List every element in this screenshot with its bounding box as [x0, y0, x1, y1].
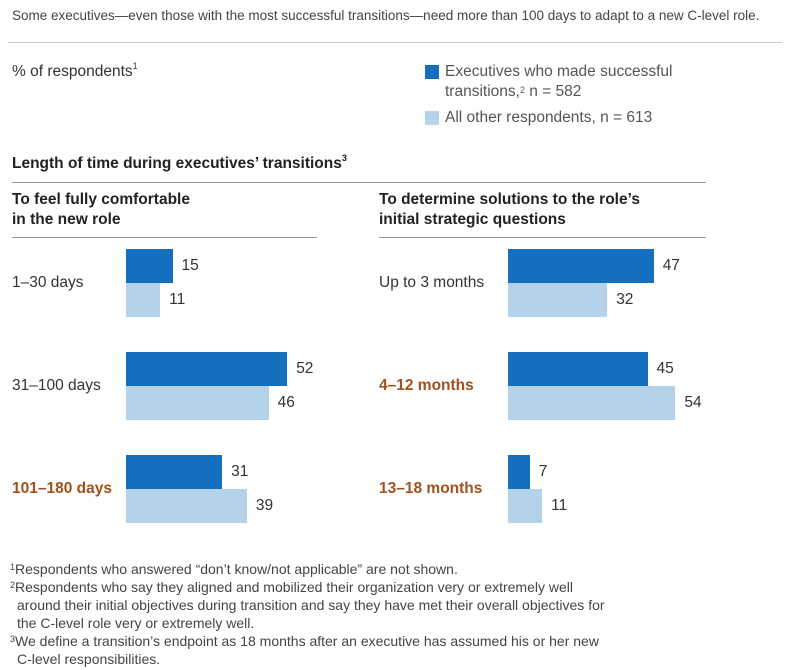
data-label: 31 [231, 463, 249, 480]
bar-successful [126, 455, 223, 489]
divider [12, 182, 706, 183]
caption: Some executives—even those with the most… [12, 8, 760, 23]
bar-others [508, 386, 676, 420]
footnote-number: 2 [10, 580, 16, 590]
panel-title-line: To determine solutions to the role’s [379, 191, 640, 208]
footnote-line: around their initial objectives during t… [17, 597, 605, 613]
legend-label: n = 582 [524, 83, 582, 100]
bar-others [126, 386, 269, 420]
category-label: 13–18 months [379, 480, 483, 497]
bar-others [126, 283, 161, 317]
legend-item-others: All other respondents, n = 613 [445, 109, 653, 126]
bar-others [126, 489, 247, 523]
footnotes: 1Respondents who answered “don’t know/no… [10, 560, 780, 668]
data-label: 54 [684, 394, 702, 411]
footnote-number: 3 [10, 634, 16, 644]
unit-label-text: % of respondents [12, 63, 133, 80]
footnote-line: 3We define a transition’s endpoint as 18… [10, 633, 599, 649]
bar-successful [126, 352, 288, 386]
data-label: 11 [551, 497, 568, 514]
legend-label: Executives who made successful [445, 63, 673, 80]
bar-successful [508, 352, 648, 386]
panel-title-line: initial strategic questions [379, 211, 566, 228]
footnote-line: the C-level role very or extremely well. [17, 615, 255, 631]
data-label: 52 [296, 360, 314, 377]
panel-title-right: To determine solutions to the role’s init… [379, 190, 640, 230]
legend-swatch-successful [425, 65, 439, 79]
legend-label: transitions, [445, 83, 520, 100]
data-label: 47 [662, 257, 680, 274]
category-label: 31–100 days [12, 377, 101, 394]
data-label: 15 [181, 257, 199, 274]
bar-others [508, 283, 608, 317]
data-label: 39 [255, 497, 274, 514]
bar-others [508, 489, 543, 523]
bar-successful [508, 455, 530, 489]
category-label: Up to 3 months [379, 274, 485, 291]
data-label: 46 [277, 394, 295, 411]
section-title-text: Length of time during executives’ transi… [12, 155, 342, 172]
footnote-ref: 1 [132, 61, 138, 71]
category-label: 4–12 months [379, 377, 474, 394]
data-label: 11 [169, 291, 186, 308]
data-label: 7 [538, 463, 548, 480]
footnote-line: 1Respondents who answered “don’t know/no… [10, 561, 458, 577]
bar-successful [508, 249, 654, 283]
data-label: 45 [656, 360, 674, 377]
bar-successful [126, 249, 173, 283]
divider [379, 237, 706, 238]
divider [8, 42, 782, 43]
footnote-ref: 2 [519, 85, 525, 95]
panel-title-line: in the new role [12, 211, 121, 228]
legend-item-successful: Executives who made successful transitio… [445, 62, 672, 102]
footnote-line: 2Respondents who say they aligned and mo… [10, 579, 573, 595]
unit-label: % of respondents1 [12, 61, 138, 81]
panel-title-left: To feel fully comfortable in the new role [12, 190, 190, 230]
category-label: 101–180 days [12, 480, 112, 497]
divider [12, 237, 317, 238]
legend-swatch-others [425, 111, 439, 125]
footnote-number: 1 [10, 562, 16, 572]
footnote-ref: 3 [341, 153, 347, 163]
section-title: Length of time during executives’ transi… [12, 153, 347, 173]
footnote-line: C-level responsibilities. [17, 651, 161, 667]
category-label: 1–30 days [12, 274, 84, 291]
data-label: 32 [616, 291, 634, 308]
panel-title-line: To feel fully comfortable [12, 191, 190, 208]
